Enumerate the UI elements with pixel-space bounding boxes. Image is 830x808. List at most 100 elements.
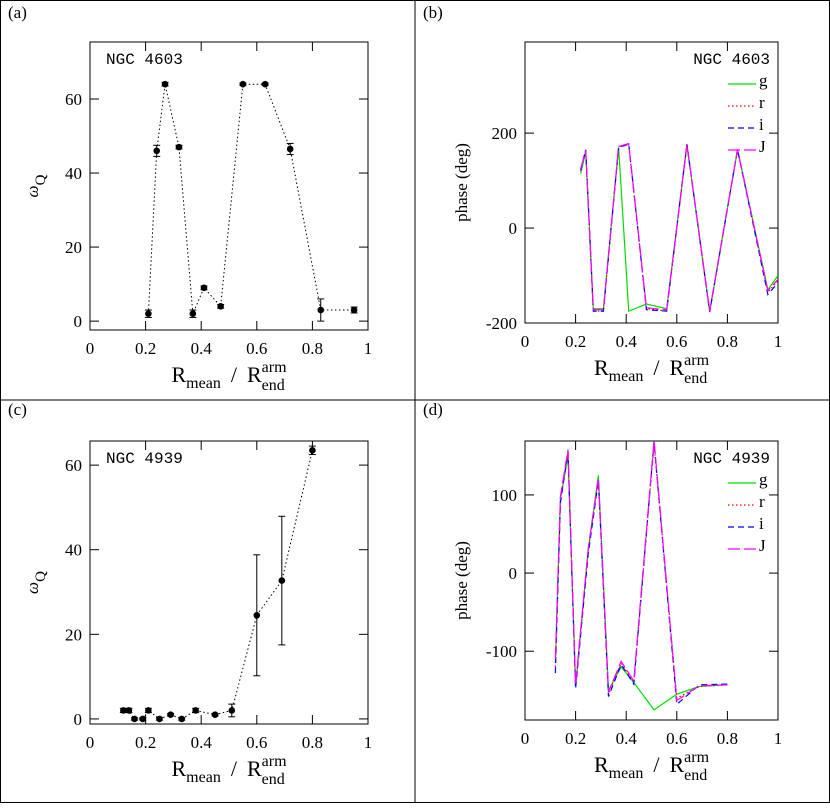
x-tick-label: 0.4: [191, 733, 213, 752]
y-axis-label: ωQ: [23, 174, 49, 197]
x-tick-label: 0.6: [246, 339, 267, 358]
point: [175, 143, 183, 151]
annotation: NGC 4603: [693, 51, 770, 69]
annotation: NGC 4939: [106, 450, 183, 468]
plot-area: [144, 80, 358, 322]
x-tick-label: 0.4: [191, 339, 213, 358]
point: [145, 707, 152, 714]
series-line: [554, 441, 728, 706]
panel-label: (d): [423, 400, 443, 419]
point: [350, 306, 358, 314]
point: [125, 707, 133, 714]
x-label-sub: end: [684, 767, 707, 784]
series-line: [580, 142, 778, 312]
series-line: [554, 444, 728, 700]
point: [309, 447, 316, 454]
x-tick-label: 0.2: [565, 332, 586, 351]
x-label-sup: arm: [684, 749, 709, 766]
connector: [147, 83, 355, 314]
y-tick-label: 200: [492, 124, 518, 143]
x-tick-label: 0.8: [717, 332, 738, 351]
legend-label: J: [759, 137, 766, 156]
x-tick-label: 0.4: [616, 729, 638, 748]
x-label-sub: mean: [186, 375, 221, 392]
y-label-symbol: ω: [23, 582, 42, 594]
plot-frame: [89, 41, 369, 331]
x-label-sub: end: [684, 370, 707, 387]
x-label-sub: end: [262, 377, 285, 394]
x-tick-label: 1: [364, 339, 373, 358]
x-tick-label: 0: [86, 339, 95, 358]
series-line: [580, 144, 778, 312]
y-tick-label: -100: [486, 642, 517, 661]
series-line: [554, 441, 728, 702]
panel: (c) 0 0.2 0.4 0.6 0.8 1 0 20 40 60 Rmean / Rarm end ωQ N…: [8, 400, 372, 788]
panel-label: (a): [8, 3, 27, 22]
plot-frame: [524, 440, 779, 721]
annotation: NGC 4939: [693, 450, 770, 468]
series-line: [580, 144, 778, 312]
x-tick-label: 0: [521, 332, 530, 351]
x-tick-label: 0.2: [135, 339, 156, 358]
x-axis-label: Rmean / Rarm end: [171, 753, 287, 788]
point: [161, 80, 169, 88]
x-label-sub: mean: [609, 368, 644, 385]
panel-label: (c): [8, 400, 27, 419]
y-tick-label: 0: [74, 312, 83, 331]
point: [192, 707, 199, 714]
point: [120, 707, 127, 714]
legend-label: i: [759, 115, 764, 134]
point: [228, 707, 236, 714]
point: [211, 711, 219, 718]
x-tick-label: 0.2: [135, 733, 156, 752]
y-label-sub: Q: [33, 571, 49, 582]
point: [253, 611, 261, 619]
x-label-sup: arm: [262, 359, 287, 376]
x-label-sep: /: [231, 756, 238, 781]
point: [139, 715, 147, 723]
panel: (a) 0 0.2 0.4 0.6 0.8 1 0 20 40 60 Rmean / Rarm end ωQ N…: [8, 3, 372, 394]
x-tick-label: 0: [521, 729, 530, 748]
x-label-ref: R: [669, 752, 684, 777]
x-tick-label: 1: [774, 332, 783, 351]
y-tick-label: 0: [74, 710, 83, 729]
y-tick-label: 0: [509, 564, 518, 583]
panel-label: (b): [423, 3, 443, 22]
y-label-symbol: ω: [23, 185, 42, 197]
x-label-base: R: [171, 362, 186, 387]
connector: [123, 450, 313, 720]
x-label-base: R: [171, 756, 186, 781]
x-axis-label: Rmean / Rarm end: [594, 749, 710, 784]
plot-area: [554, 441, 728, 711]
legend-label: J: [759, 536, 766, 555]
x-axis-label: Rmean / Rarm end: [594, 352, 710, 387]
legend-label: i: [759, 514, 764, 533]
x-tick-label: 0.4: [616, 332, 638, 351]
legend-label: r: [759, 93, 765, 112]
y-tick-label: 100: [492, 486, 518, 505]
x-label-ref: R: [247, 756, 262, 781]
y-tick-label: 0: [509, 219, 518, 238]
x-label-sub: mean: [186, 769, 221, 786]
x-label-sub: mean: [609, 765, 644, 782]
x-label-ref: R: [247, 362, 262, 387]
x-axis-label: Rmean / Rarm end: [171, 359, 287, 394]
y-tick-label: 20: [65, 625, 82, 644]
plot-frame: [89, 440, 369, 725]
x-label-base: R: [594, 752, 609, 777]
plot-area: [119, 445, 316, 723]
x-tick-label: 1: [364, 733, 373, 752]
x-tick-label: 0: [86, 733, 95, 752]
series-line: [580, 143, 778, 313]
y-tick-label: 60: [65, 90, 82, 109]
y-tick-label: 60: [65, 456, 82, 475]
point: [131, 715, 138, 723]
x-tick-label: 0.8: [302, 339, 323, 358]
legend-label: g: [759, 470, 768, 489]
x-tick-label: 1: [774, 729, 783, 748]
x-tick-label: 0.8: [302, 733, 323, 752]
point: [145, 310, 152, 318]
plot-frame: [524, 41, 779, 324]
point: [278, 577, 286, 584]
